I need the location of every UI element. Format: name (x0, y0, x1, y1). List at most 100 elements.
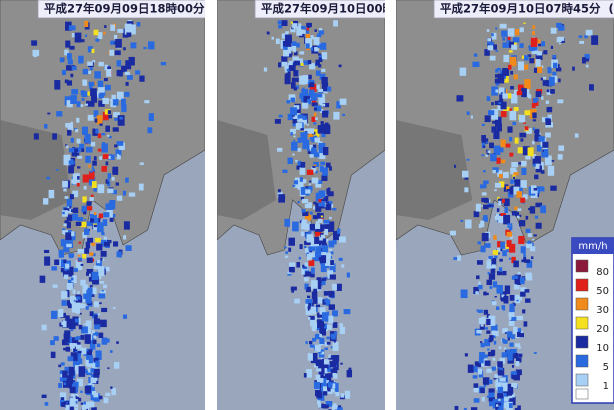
radar-echo (316, 327, 320, 331)
radar-echo (60, 373, 64, 378)
radar-echo (65, 263, 70, 269)
radar-echo (324, 342, 328, 347)
radar-echo (308, 316, 311, 320)
radar-echo (301, 25, 306, 30)
radar-echo (534, 156, 541, 165)
radar-echo (478, 318, 485, 325)
radar-echo (280, 39, 285, 45)
radar-echo (309, 223, 315, 231)
radar-echo (550, 45, 554, 49)
radar-echo (76, 394, 79, 397)
radar-echo (301, 198, 309, 204)
radar-echo (507, 35, 511, 41)
radar-echo (135, 70, 141, 75)
radar-echo (288, 247, 292, 252)
radar-echo (486, 96, 491, 102)
radar-echo (582, 57, 586, 64)
radar-echo (284, 34, 292, 43)
legend-label: 50 (596, 286, 609, 297)
radar-echo (504, 332, 507, 334)
radar-echo (498, 346, 502, 350)
radar-echo (84, 386, 91, 394)
radar-echo (119, 253, 122, 258)
radar-echo (101, 290, 104, 292)
radar-echo (316, 33, 322, 38)
radar-echo (535, 163, 540, 169)
radar-echo (511, 185, 514, 190)
radar-echo (67, 206, 72, 214)
radar-echo (310, 273, 315, 278)
radar-echo (292, 221, 299, 232)
radar-echo (481, 358, 488, 367)
radar-echo (465, 219, 472, 229)
radar-echo (503, 75, 509, 83)
radar-echo (494, 189, 497, 192)
radar-echo (449, 230, 456, 236)
radar-echo (66, 145, 69, 149)
radar-echo (507, 126, 513, 133)
radar-echo (516, 215, 520, 219)
radar-echo (324, 259, 330, 266)
radar-echo (89, 342, 96, 350)
radar-echo (300, 96, 306, 103)
radar-echo (486, 330, 491, 334)
radar-echo (466, 111, 470, 115)
radar-echo (312, 328, 316, 332)
radar-echo (97, 87, 105, 93)
radar-echo (316, 304, 321, 308)
radar-echo (316, 391, 323, 399)
radar-echo (315, 221, 319, 225)
radar-echo (515, 369, 522, 376)
radar-echo (494, 284, 498, 287)
radar-echo (96, 343, 101, 348)
radar-echo (317, 312, 324, 318)
radar-echo (493, 340, 497, 345)
radar-echo (306, 27, 310, 31)
radar-echo (100, 90, 106, 96)
radar-echo (520, 180, 527, 188)
radar-echo (117, 115, 125, 126)
radar-echo (59, 57, 64, 63)
radar-echo (119, 152, 122, 156)
radar-echo (545, 100, 550, 104)
radar-echo (76, 117, 80, 123)
radar-echo (490, 324, 498, 331)
radar-echo (315, 117, 318, 120)
radar-echo (77, 166, 81, 169)
radar-echo (535, 202, 543, 208)
radar-echo (98, 61, 104, 67)
radar-echo (332, 383, 336, 389)
radar-echo (313, 122, 317, 125)
radar-echo (41, 394, 47, 398)
radar-echo (295, 85, 299, 89)
radar-echo (491, 109, 499, 120)
radar-echo (83, 323, 86, 326)
radar-echo (315, 70, 321, 76)
radar-echo (81, 126, 88, 135)
radar-echo (107, 110, 111, 114)
radar-echo (128, 192, 136, 197)
radar-echo (93, 361, 97, 364)
radar-echo (98, 93, 104, 99)
radar-echo (110, 40, 117, 45)
radar-echo (312, 129, 320, 137)
radar-echo (541, 41, 546, 47)
radar-echo (94, 324, 101, 330)
radar-echo (499, 258, 503, 262)
radar-echo (495, 383, 502, 391)
radar-echo (33, 133, 39, 140)
radar-echo (106, 207, 113, 218)
radar-echo (319, 103, 323, 106)
map-panel: 平成27年09月10日07時45分 (07:4 (396, 0, 614, 410)
radar-echo (492, 44, 497, 50)
radar-echo (550, 89, 555, 94)
radar-echo (329, 274, 336, 280)
radar-echo (293, 49, 297, 53)
radar-echo (307, 74, 312, 80)
radar-echo (473, 53, 478, 57)
radar-echo (323, 368, 327, 373)
radar-echo (332, 310, 338, 317)
radar-echo (503, 198, 510, 207)
radar-echo (313, 164, 317, 167)
radar-echo (481, 123, 485, 126)
